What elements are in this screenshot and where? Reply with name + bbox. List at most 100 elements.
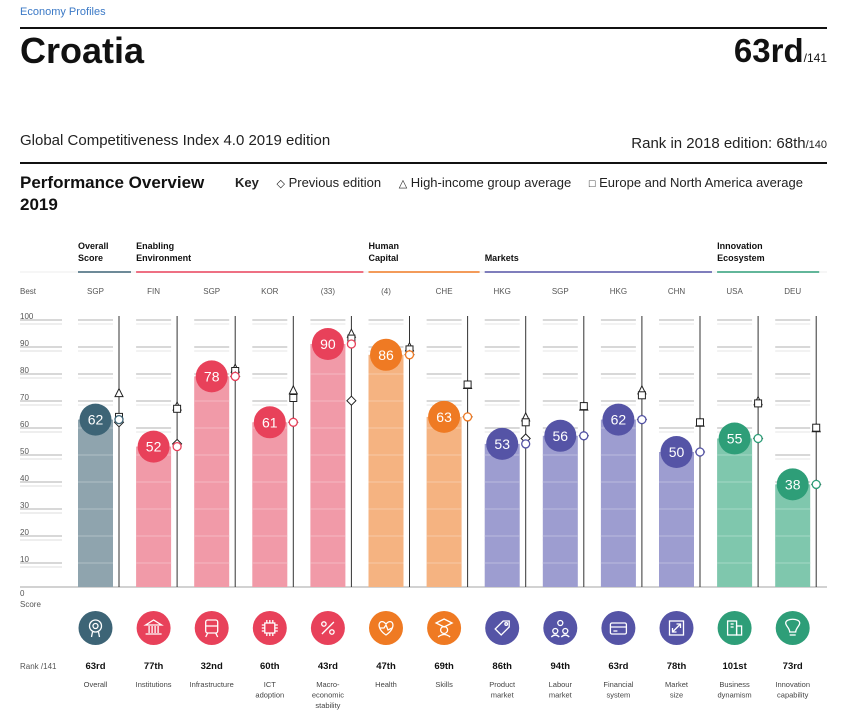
- score-bubble: [660, 436, 693, 468]
- market-size-icon-glyph: [668, 620, 685, 636]
- score-dot: [230, 371, 240, 382]
- score-label: 50: [669, 444, 685, 460]
- best-economy-label: CHE: [436, 287, 453, 296]
- score-bubble: [718, 422, 751, 455]
- best-economy-label: SGP: [87, 287, 104, 296]
- high-income-marker: [114, 387, 124, 398]
- europe-marker: [521, 418, 530, 427]
- pillar-label: Product: [489, 680, 516, 689]
- infrastructure-icon: [194, 611, 229, 645]
- group-label: Innovation: [717, 241, 763, 251]
- innovation-icon: [775, 611, 810, 645]
- bar: [136, 446, 172, 587]
- score-bubble: [486, 427, 519, 460]
- financial-icon-glyph: [609, 622, 628, 635]
- group-label: Markets: [485, 253, 519, 263]
- frame-icon: [668, 620, 685, 636]
- pillar-label: system: [607, 691, 631, 700]
- breadcrumb[interactable]: Economy Profiles: [20, 6, 106, 18]
- bar: [194, 376, 230, 587]
- pillar-rank: 47th: [376, 661, 396, 672]
- score-bubble: [428, 400, 461, 433]
- pillar-label: dynamism: [718, 691, 752, 700]
- edition-label: Global Competitiveness Index 4.0 2019 ed…: [20, 132, 331, 149]
- product-market-icon-glyph: [494, 620, 510, 636]
- score-label: 62: [88, 412, 104, 428]
- score-dot: [346, 339, 357, 349]
- previous-edition-marker: [346, 395, 357, 406]
- group-label: Capital: [369, 253, 399, 263]
- performance-title: Performance Overview 2019: [20, 173, 205, 214]
- labour-market-icon-glyph: [550, 619, 570, 638]
- pillar-label: Labour: [549, 680, 573, 689]
- innovation-icon-glyph: [785, 618, 801, 636]
- score-label: 61: [262, 414, 278, 430]
- best-economy-label: (4): [381, 287, 391, 296]
- best-economy-label: USA: [726, 287, 743, 296]
- score-dot: [811, 479, 821, 490]
- ict-icon-glyph: [261, 620, 278, 636]
- pillar-rank: 77th: [144, 661, 164, 672]
- cap-icon: [434, 618, 454, 628]
- triangle-icon: △: [398, 178, 408, 190]
- y-tick-label: 90: [20, 339, 29, 348]
- pillar-label: Institutions: [136, 680, 172, 689]
- score-dot: [404, 350, 415, 360]
- score-dot: [114, 414, 124, 425]
- person-icon: [557, 619, 564, 627]
- europe-marker: [579, 402, 588, 411]
- financial-icon: [601, 611, 636, 645]
- ribbon-icon: [97, 631, 101, 638]
- group-label: Human: [369, 241, 400, 251]
- labour-market-icon: [543, 611, 578, 645]
- pillar-label: Overall: [84, 680, 108, 689]
- score-dot: [753, 433, 763, 444]
- square-icon: □: [588, 178, 596, 190]
- score-bubble: [544, 419, 577, 452]
- top-divider: [20, 27, 827, 29]
- rank-2018-of: /140: [805, 139, 827, 151]
- product-market-icon: [485, 611, 520, 645]
- bar: [252, 422, 288, 587]
- pillar-label: size: [670, 691, 683, 700]
- pillar-label: Business: [719, 680, 750, 689]
- person-icon: [552, 627, 559, 635]
- score-label: 86: [378, 347, 394, 363]
- arrow-head-icon: [671, 628, 677, 633]
- legend-high-income-label: High-income group average: [410, 175, 572, 190]
- pillar-rank: 73rd: [783, 661, 803, 672]
- section-divider: [20, 162, 827, 164]
- pillar-label: Financial: [603, 680, 633, 689]
- pillar-rank: 101st: [722, 661, 747, 672]
- tag-icon: [494, 620, 510, 636]
- best-economy-label: DEU: [784, 287, 801, 296]
- pillar-label: economic: [312, 691, 344, 700]
- y-tick-label: 40: [20, 474, 29, 483]
- pillar-label: Innovation: [775, 680, 810, 689]
- bar: [368, 354, 404, 587]
- score-bubble: [79, 403, 112, 436]
- person-icon: [562, 627, 569, 635]
- card-icon: [609, 622, 628, 635]
- legend-high-income: △ High-income group average: [399, 175, 572, 190]
- europe-marker: [173, 404, 182, 413]
- pillar-label: adoption: [255, 691, 284, 700]
- skills-icon-glyph: [434, 618, 454, 638]
- y-tick-label: 30: [20, 501, 29, 510]
- building-annex-icon: [735, 625, 743, 636]
- score-bubble: [602, 403, 635, 436]
- y-tick-label: 70: [20, 393, 29, 402]
- score-label: 78: [204, 368, 220, 384]
- score-label: 53: [494, 436, 510, 452]
- pillar-label: Macro-: [316, 680, 340, 689]
- roof-icon: [143, 619, 164, 626]
- score-label: 55: [727, 431, 743, 447]
- medal-icon: [88, 619, 103, 633]
- score-dot: [579, 431, 589, 441]
- legend-europe: □ Europe and North America average: [589, 175, 803, 190]
- pillar-rank: 94th: [551, 661, 571, 672]
- overall-rank-of: /141: [803, 51, 827, 65]
- score-bubble: [137, 430, 170, 463]
- diamond-icon: ◇: [276, 178, 285, 190]
